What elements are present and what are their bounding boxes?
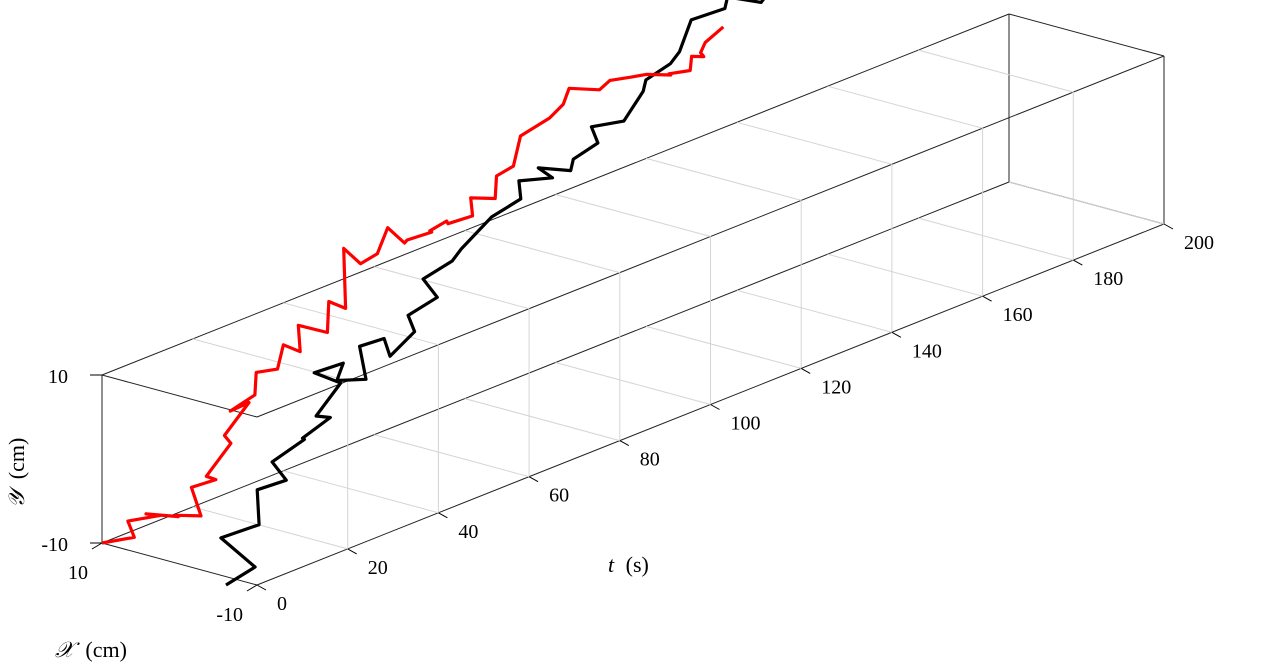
tick-marks xyxy=(90,223,1174,592)
t-tick-label: 60 xyxy=(549,485,569,507)
end-grid-line xyxy=(1008,181,1165,225)
axes-frame xyxy=(101,13,1165,586)
ceiling-grid-line xyxy=(283,302,439,346)
ceiling-grid-line xyxy=(464,230,620,274)
floor-grid-line xyxy=(192,506,348,550)
t-tick-label: 180 xyxy=(1093,268,1123,290)
grid-lines xyxy=(192,49,1165,550)
floor-grid-line xyxy=(283,470,439,514)
x-tick-label: -10 xyxy=(216,604,243,626)
ceiling-grid-line xyxy=(918,49,1074,93)
t-axis-symbol: t xyxy=(608,552,615,577)
x-axis-unit: (cm) xyxy=(85,637,127,662)
t-tick xyxy=(256,584,267,591)
t-tick xyxy=(438,512,448,519)
frame-edge xyxy=(101,542,258,586)
t-tick xyxy=(982,295,992,302)
t-tick-label: 140 xyxy=(912,340,942,362)
x-axis-symbol: 𝒳 xyxy=(55,637,80,662)
series-line-black xyxy=(219,0,765,587)
floor-grid-line xyxy=(827,253,983,297)
t-tick xyxy=(528,476,539,483)
floor-grid-line xyxy=(373,434,530,478)
x-tick-label: 10 xyxy=(68,562,88,584)
t-tick-label: 20 xyxy=(368,557,388,579)
ceiling-grid-line xyxy=(373,266,530,310)
floor-grid-line xyxy=(555,362,711,405)
ceiling-grid-line xyxy=(555,194,711,237)
ceiling-grid-line xyxy=(646,157,802,201)
t-tick-label: 160 xyxy=(1003,304,1033,326)
t-tick xyxy=(1163,223,1174,230)
series-line-red xyxy=(101,25,725,545)
t-tick-label: 80 xyxy=(640,449,660,471)
t-tick xyxy=(891,331,902,338)
frame-edge xyxy=(1008,13,1165,57)
t-tick xyxy=(1073,259,1083,266)
x-tick xyxy=(246,584,258,592)
floor-grid-line xyxy=(918,217,1074,261)
y-tick-label: 10 xyxy=(48,366,68,388)
t-tick-label: 0 xyxy=(277,593,287,615)
t-tick xyxy=(619,440,630,447)
ceiling-grid-line xyxy=(827,85,983,129)
y-axis-unit: (cm) xyxy=(4,438,29,480)
t-tick-label: 120 xyxy=(821,376,851,398)
floor-grid-line xyxy=(736,289,893,333)
t-axis-label: t (s) xyxy=(608,552,649,577)
t-tick xyxy=(710,404,720,410)
t-tick-label: 200 xyxy=(1184,232,1214,254)
t-tick-label: 40 xyxy=(458,521,478,543)
x-tick xyxy=(91,542,103,550)
t-tick xyxy=(800,367,811,374)
t-axis-unit: (s) xyxy=(626,552,649,577)
t-tick xyxy=(347,548,357,555)
floor-grid-line xyxy=(464,398,620,442)
floor-grid-line xyxy=(646,325,802,369)
series-group xyxy=(101,0,765,587)
y-axis-label: 𝒴 (cm) xyxy=(4,438,29,508)
ceiling-grid-line xyxy=(736,121,893,165)
t-tick-label: 100 xyxy=(731,413,761,435)
x-axis-label: 𝒳 (cm) xyxy=(55,637,127,662)
y-tick-label: -10 xyxy=(41,534,68,556)
y-axis-symbol: 𝒴 xyxy=(4,485,29,508)
ceiling-grid-line xyxy=(192,338,348,382)
